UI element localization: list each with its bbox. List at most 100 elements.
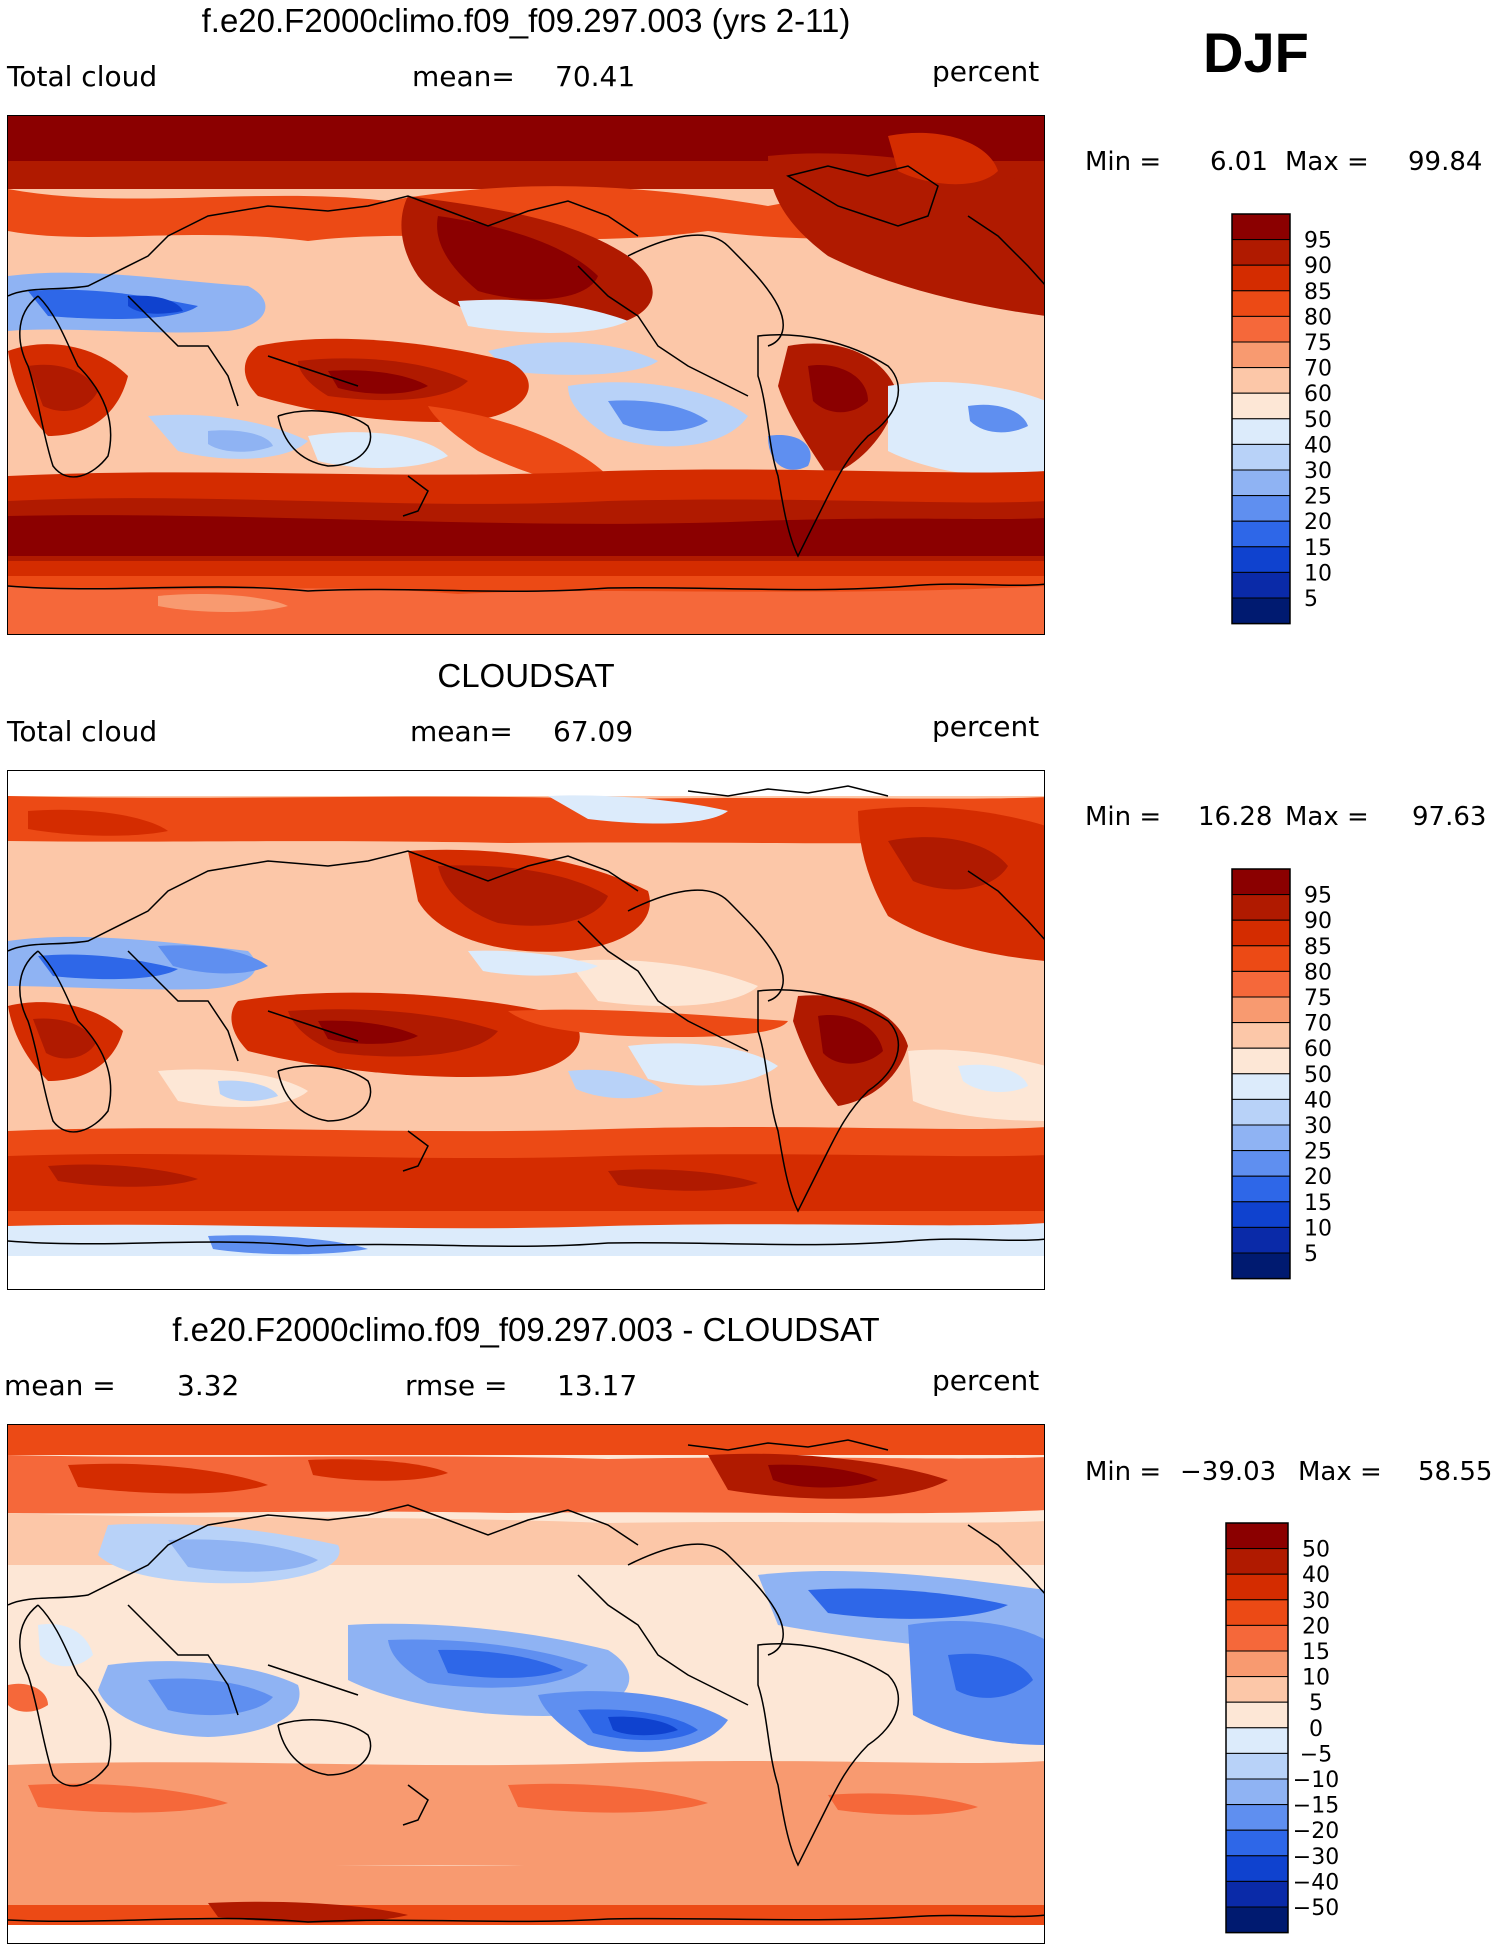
colorbar-tick-label: 15 bbox=[1302, 1640, 1330, 1665]
colorbar-swatch bbox=[1231, 1073, 1291, 1100]
colorbar-outline bbox=[1225, 1522, 1289, 1934]
colorbar-swatch bbox=[1231, 1150, 1291, 1177]
colorbar-tick-label: 80 bbox=[1304, 960, 1332, 985]
colorbar-tick-label: 40 bbox=[1302, 1563, 1330, 1588]
colorbar-tick-label: 5 bbox=[1309, 1691, 1323, 1716]
colorbar-tick-label: 10 bbox=[1302, 1666, 1330, 1691]
colorbar-tick-label: 90 bbox=[1304, 254, 1332, 279]
colorbar-tick-label: 50 bbox=[1304, 1063, 1332, 1088]
colorbar-swatch bbox=[1225, 1573, 1289, 1601]
field-label-obs: Total cloud bbox=[7, 715, 158, 748]
colorbar-swatch bbox=[1225, 1829, 1289, 1857]
colorbar-tick-label: 20 bbox=[1304, 1165, 1332, 1190]
mean-label-diff: mean = bbox=[4, 1369, 116, 1402]
colorbar-swatch bbox=[1231, 546, 1291, 573]
panel-title-obs: CLOUDSAT bbox=[437, 657, 615, 694]
colorbar-tick-label: 70 bbox=[1304, 357, 1332, 382]
colorbar-swatch bbox=[1225, 1599, 1289, 1626]
colorbar-tick-label: 70 bbox=[1304, 1012, 1332, 1037]
colorbar-swatch bbox=[1231, 1022, 1291, 1049]
mean-label-model: mean= bbox=[412, 60, 515, 93]
colorbar-swatch bbox=[1231, 1098, 1291, 1126]
min-label-diff: Min = bbox=[1085, 1457, 1162, 1487]
units-label-diff: percent bbox=[932, 1364, 1040, 1397]
colorbar-tick-label: 40 bbox=[1304, 1088, 1332, 1113]
colorbar-swatch bbox=[1225, 1804, 1289, 1831]
colorbar-tick-label: 60 bbox=[1304, 1037, 1332, 1062]
colorbar-tick-label: 95 bbox=[1304, 229, 1332, 254]
mean-value-diff: 3.32 bbox=[177, 1369, 240, 1402]
colorbar-swatch bbox=[1231, 1252, 1291, 1280]
colorbar-swatch bbox=[1231, 418, 1291, 445]
colorbar-tick-label: 80 bbox=[1304, 305, 1332, 330]
colorbar-tick-label: 40 bbox=[1304, 433, 1332, 458]
colorbar-tick-label: −40 bbox=[1293, 1870, 1339, 1895]
mean-label-obs: mean= bbox=[410, 715, 513, 748]
colorbar-tick-label: 5 bbox=[1304, 587, 1318, 612]
colorbar-tick-label: −10 bbox=[1293, 1768, 1339, 1793]
colorbar-tick-label: 30 bbox=[1304, 1114, 1332, 1139]
colorbar-swatch bbox=[1231, 264, 1291, 292]
colorbar-tick-label: 30 bbox=[1304, 459, 1332, 484]
colorbar-outline bbox=[1231, 868, 1291, 1280]
colorbar-tick-label: 90 bbox=[1304, 909, 1332, 934]
colorbar-swatch bbox=[1225, 1855, 1289, 1882]
colorbar-swatch bbox=[1231, 1124, 1291, 1152]
colorbar-tick-label: −5 bbox=[1300, 1742, 1332, 1767]
field-label-model: Total cloud bbox=[7, 60, 158, 93]
colorbar-swatch bbox=[1231, 945, 1291, 972]
map-obs bbox=[7, 770, 1045, 1290]
colorbar-swatch bbox=[1231, 520, 1291, 548]
colorbar-swatch bbox=[1231, 392, 1291, 420]
min-label-model: Min = bbox=[1085, 147, 1162, 177]
colorbar-tick-label: 85 bbox=[1304, 280, 1332, 305]
colorbar-swatch bbox=[1231, 239, 1291, 266]
max-value-model: 99.84 bbox=[1408, 147, 1483, 177]
colorbar-swatch bbox=[1231, 443, 1291, 471]
colorbar-tick-label: −20 bbox=[1293, 1819, 1339, 1844]
colorbar-tick-label: 60 bbox=[1304, 382, 1332, 407]
panel-title-diff: f.e20.F2000climo.f09_f09.297.003 - CLOUD… bbox=[172, 1311, 880, 1348]
max-label-obs: Max = bbox=[1285, 802, 1369, 832]
colorbar-swatch bbox=[1231, 894, 1291, 921]
colorbar-tick-label: 5 bbox=[1304, 1242, 1318, 1267]
colorbar-swatch bbox=[1231, 1047, 1291, 1075]
colorbar-swatch bbox=[1225, 1650, 1289, 1678]
colorbar-swatch bbox=[1225, 1778, 1289, 1806]
colorbar-swatch bbox=[1231, 290, 1291, 317]
colorbar-swatch bbox=[1231, 970, 1291, 998]
colorbar-swatch bbox=[1231, 1201, 1291, 1228]
colorbar-model: 95 90 85 80 75 70 60 50 40 30 25 20 15 10 5 bbox=[1231, 213, 1372, 626]
colorbar-swatch bbox=[1225, 1752, 1289, 1780]
colorbar-swatch bbox=[1231, 868, 1291, 896]
colorbar-tick-label: 10 bbox=[1304, 1216, 1332, 1241]
max-label-model: Max = bbox=[1285, 147, 1369, 177]
colorbar-swatch bbox=[1225, 1676, 1289, 1703]
map-diff bbox=[7, 1424, 1045, 1944]
mean-value-model: 70.41 bbox=[555, 60, 636, 93]
colorbar-swatch bbox=[1231, 341, 1291, 369]
rmse-value-diff: 13.17 bbox=[557, 1369, 638, 1402]
max-value-diff: 58.55 bbox=[1418, 1457, 1493, 1487]
colorbar-tick-label: 50 bbox=[1304, 408, 1332, 433]
colorbar-tick-label: 20 bbox=[1302, 1614, 1330, 1639]
colorbar-swatch bbox=[1231, 996, 1291, 1024]
colorbar-swatch bbox=[1231, 919, 1291, 947]
units-label-obs: percent bbox=[932, 710, 1040, 743]
colorbar-swatch bbox=[1225, 1880, 1289, 1908]
colorbar-swatch bbox=[1231, 315, 1291, 343]
colorbar-tick-label: −50 bbox=[1293, 1896, 1339, 1921]
colorbar-tick-label: 25 bbox=[1304, 1140, 1332, 1165]
max-label-diff: Max = bbox=[1298, 1457, 1382, 1487]
colorbar-tick-label: 0 bbox=[1309, 1717, 1323, 1742]
colorbar-tick-label: 30 bbox=[1302, 1589, 1330, 1614]
map-diff-field bbox=[8, 1425, 1044, 1943]
colorbar-tick-label: 20 bbox=[1304, 510, 1332, 535]
rmse-label-diff: rmse = bbox=[405, 1369, 508, 1402]
colorbar-swatch bbox=[1231, 213, 1291, 241]
colorbar-swatch bbox=[1225, 1701, 1289, 1729]
colorbar-tick-label: 95 bbox=[1304, 884, 1332, 909]
map-model-field bbox=[8, 116, 1044, 634]
